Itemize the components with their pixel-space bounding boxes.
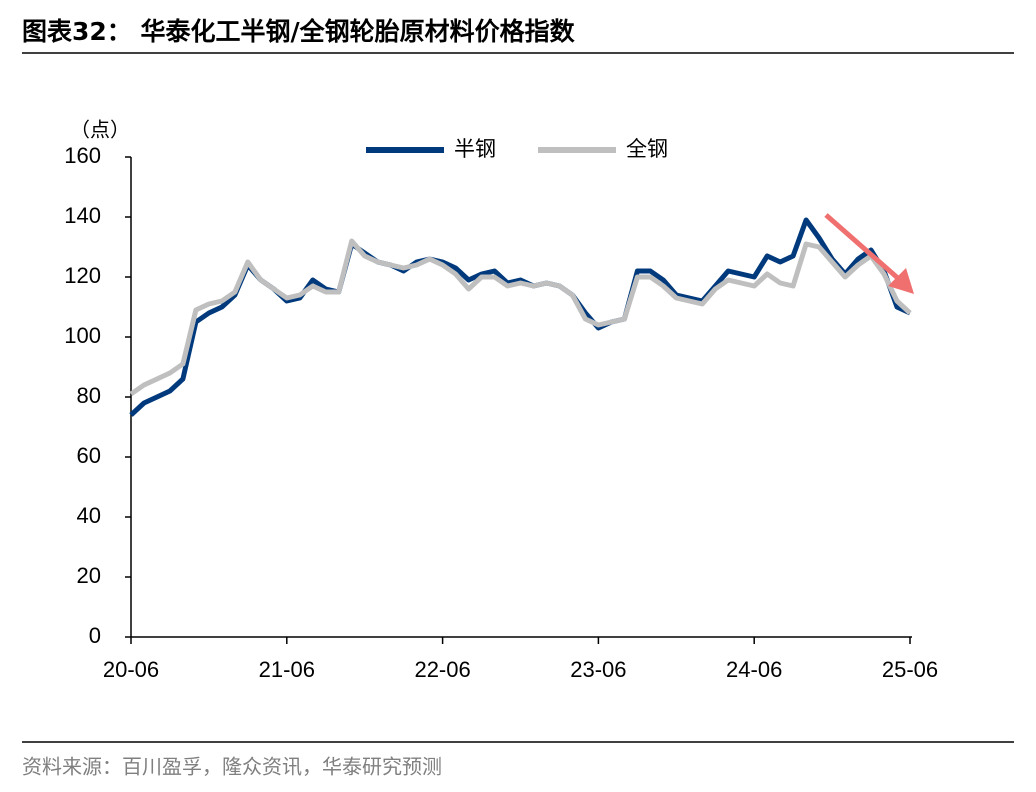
y-tick-label: 40 xyxy=(77,503,101,528)
legend-label: 半钢 xyxy=(454,137,496,161)
series-line xyxy=(129,238,912,397)
y-tick-label: 60 xyxy=(77,443,101,468)
x-tick-label: 22-06 xyxy=(414,657,470,682)
y-tick-label: 160 xyxy=(64,143,101,168)
x-tick-label: 20-06 xyxy=(103,657,159,682)
y-tick-label: 80 xyxy=(77,383,101,408)
legend-label: 全钢 xyxy=(626,137,668,161)
y-tick-label: 120 xyxy=(64,263,101,288)
x-tick-label: 25-06 xyxy=(882,657,938,682)
x-tick-label: 24-06 xyxy=(726,657,782,682)
y-unit-label: （点） xyxy=(70,118,130,142)
y-tick-label: 20 xyxy=(77,563,101,588)
plot-area: 0 20 40 60 80 100 120 140 160 20-06 21-06 22-06 23-0… xyxy=(64,137,938,682)
series-line xyxy=(129,217,912,417)
x-tick-label: 23-06 xyxy=(570,657,626,682)
trend-arrow-head xyxy=(888,268,914,294)
y-tick-label: 140 xyxy=(64,203,101,228)
y-tick-label: 0 xyxy=(89,623,101,648)
trend-arrow xyxy=(824,213,902,282)
x-tick-label: 21-06 xyxy=(259,657,315,682)
source-note: 资料来源：百川盈孚，隆众资讯，华泰研究预测 xyxy=(22,755,442,779)
y-tick-label: 100 xyxy=(64,323,101,348)
chart-title: 图表32： 华泰化工半钢/全钢轮胎原材料价格指数 xyxy=(22,17,576,46)
